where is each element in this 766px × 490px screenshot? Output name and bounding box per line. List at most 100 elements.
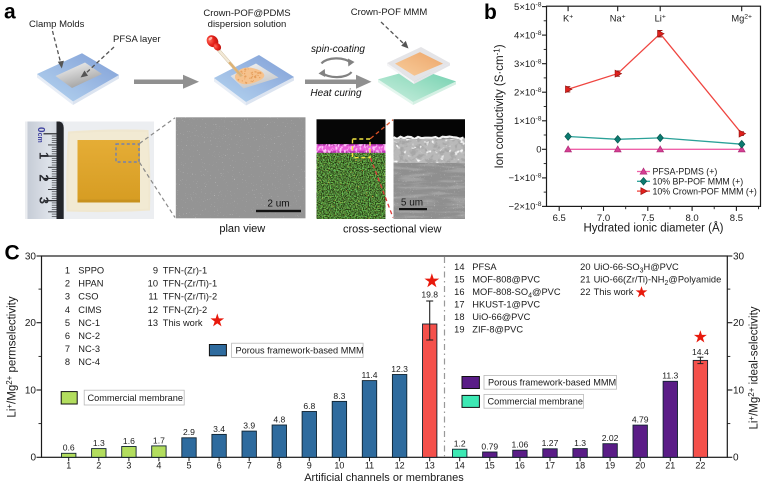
svg-text:4×10-8: 4×10-8 (514, 30, 542, 42)
svg-text:10: 10 (733, 385, 745, 396)
svg-text:UiO-66-SO3H@PVC: UiO-66-SO3H@PVC (594, 262, 679, 275)
svg-text:CSO: CSO (78, 292, 98, 302)
svg-text:HKUST-1@PVC: HKUST-1@PVC (472, 300, 540, 310)
svg-text:dispersion solution: dispersion solution (208, 19, 287, 30)
svg-text:3: 3 (37, 197, 52, 204)
svg-text:6: 6 (217, 460, 222, 470)
svg-text:3.4: 3.4 (213, 424, 225, 434)
svg-text:14: 14 (454, 262, 464, 272)
svg-text:0: 0 (536, 145, 541, 156)
svg-text:10% BP-POF MMM (+): 10% BP-POF MMM (+) (653, 177, 744, 187)
svg-text:CIMS: CIMS (78, 305, 101, 315)
svg-text:1.06: 1.06 (512, 440, 529, 450)
svg-text:20: 20 (733, 318, 745, 329)
svg-text:UiO-66(Zr/Ti)-NH2@Polyamide: UiO-66(Zr/Ti)-NH2@Polyamide (594, 274, 722, 287)
svg-text:18: 18 (454, 312, 464, 322)
svg-text:2: 2 (37, 174, 52, 181)
svg-text:TFN-(Zr)-2: TFN-(Zr)-2 (163, 305, 207, 315)
svg-text:5: 5 (186, 460, 191, 470)
svg-text:0: 0 (733, 453, 739, 464)
svg-text:cross-sectional view: cross-sectional view (343, 224, 441, 236)
svg-text:3: 3 (65, 292, 70, 302)
svg-text:4: 4 (156, 460, 161, 470)
svg-text:b: b (484, 1, 497, 24)
svg-text:a: a (4, 0, 16, 23)
svg-text:Porous framework-based MMM: Porous framework-based MMM (488, 377, 616, 387)
svg-text:Artificial channels or membran: Artificial channels or membranes (304, 472, 464, 484)
svg-text:3.9: 3.9 (243, 421, 255, 431)
svg-text:3×10-8: 3×10-8 (514, 58, 542, 70)
svg-text:PFSA: PFSA (472, 262, 497, 272)
svg-text:UiO-66@PVC: UiO-66@PVC (472, 312, 530, 322)
svg-text:HPAN: HPAN (78, 279, 103, 289)
svg-text:0.6: 0.6 (63, 443, 75, 453)
svg-text:Porous framework-based MMM: Porous framework-based MMM (236, 346, 364, 356)
svg-text:Crown-POF MMM: Crown-POF MMM (351, 7, 428, 18)
svg-text:2.02: 2.02 (602, 433, 619, 443)
svg-text:2.9: 2.9 (183, 427, 195, 437)
svg-text:5×10-8: 5×10-8 (514, 1, 542, 13)
svg-text:7.0: 7.0 (597, 213, 610, 224)
svg-text:0: 0 (30, 453, 36, 464)
svg-text:spin-coating: spin-coating (311, 44, 365, 55)
svg-text:Commercial membrane: Commercial membrane (488, 396, 583, 406)
svg-text:K+: K+ (563, 14, 573, 24)
svg-text:9: 9 (153, 266, 158, 276)
svg-text:11: 11 (365, 460, 374, 470)
svg-text:Ion conductivity (S·cm-1): Ion conductivity (S·cm-1) (493, 44, 507, 168)
svg-text:17: 17 (454, 300, 464, 310)
svg-text:Commercial membrane: Commercial membrane (88, 393, 183, 403)
svg-text:11.3: 11.3 (662, 371, 678, 381)
svg-text:14: 14 (455, 460, 465, 470)
svg-text:1: 1 (37, 152, 52, 159)
svg-text:Li+/Mg2+ permselectivity: Li+/Mg2+ permselectivity (5, 296, 19, 417)
svg-text:8.5: 8.5 (730, 213, 743, 224)
svg-text:19: 19 (605, 460, 615, 470)
svg-text:6: 6 (65, 331, 70, 341)
svg-text:TFN-(Zr/Ti)-2: TFN-(Zr/Ti)-2 (163, 292, 217, 302)
svg-text:1.27: 1.27 (542, 438, 559, 448)
svg-text:4: 4 (65, 305, 70, 315)
svg-text:This work: This work (163, 318, 203, 328)
svg-text:Mg2+: Mg2+ (731, 14, 752, 24)
svg-text:14.4: 14.4 (692, 347, 709, 357)
svg-text:21: 21 (580, 274, 590, 284)
svg-text:4.79: 4.79 (632, 415, 649, 425)
svg-text:22: 22 (580, 287, 590, 297)
svg-text:10: 10 (25, 385, 37, 396)
svg-text:1×10-8: 1×10-8 (514, 116, 542, 128)
svg-text:2: 2 (65, 279, 70, 289)
svg-text:TFN-(Zr/Ti)-1: TFN-(Zr/Ti)-1 (163, 279, 217, 289)
svg-text:1: 1 (66, 460, 71, 470)
svg-text:C: C (5, 241, 20, 264)
svg-text:16: 16 (515, 460, 525, 470)
svg-text:8.0: 8.0 (685, 213, 698, 224)
svg-text:This work: This work (594, 287, 634, 297)
svg-text:MOF-808@PVC: MOF-808@PVC (472, 274, 540, 284)
svg-text:Heat curing: Heat curing (310, 88, 362, 99)
svg-text:15: 15 (485, 460, 495, 470)
svg-text:Hydrated ionic diameter (Å): Hydrated ionic diameter (Å) (584, 222, 724, 235)
svg-text:1: 1 (65, 266, 70, 276)
svg-text:NC-3: NC-3 (78, 344, 100, 354)
svg-text:30: 30 (25, 251, 37, 262)
svg-text:20: 20 (580, 262, 590, 272)
svg-text:8: 8 (65, 357, 70, 367)
svg-text:SPPO: SPPO (78, 266, 104, 276)
svg-text:1.3: 1.3 (574, 438, 586, 448)
svg-text:10: 10 (148, 279, 158, 289)
svg-text:−1×10-8: −1×10-8 (509, 173, 542, 185)
svg-text:6.5: 6.5 (553, 213, 566, 224)
svg-text:11: 11 (148, 292, 158, 302)
svg-text:6.8: 6.8 (303, 401, 315, 411)
svg-text:12.3: 12.3 (391, 364, 408, 374)
svg-text:2: 2 (96, 460, 101, 470)
svg-text:ZIF-8@PVC: ZIF-8@PVC (472, 325, 523, 335)
svg-text:8: 8 (277, 460, 282, 470)
svg-text:Li+/Mg2+ ideal-selectivity: Li+/Mg2+ ideal-selectivity (747, 306, 761, 429)
svg-text:11.4: 11.4 (361, 370, 377, 380)
svg-text:9: 9 (307, 460, 312, 470)
svg-text:5 um: 5 um (401, 198, 423, 209)
svg-text:plan view: plan view (219, 223, 265, 235)
svg-text:22: 22 (695, 460, 705, 470)
